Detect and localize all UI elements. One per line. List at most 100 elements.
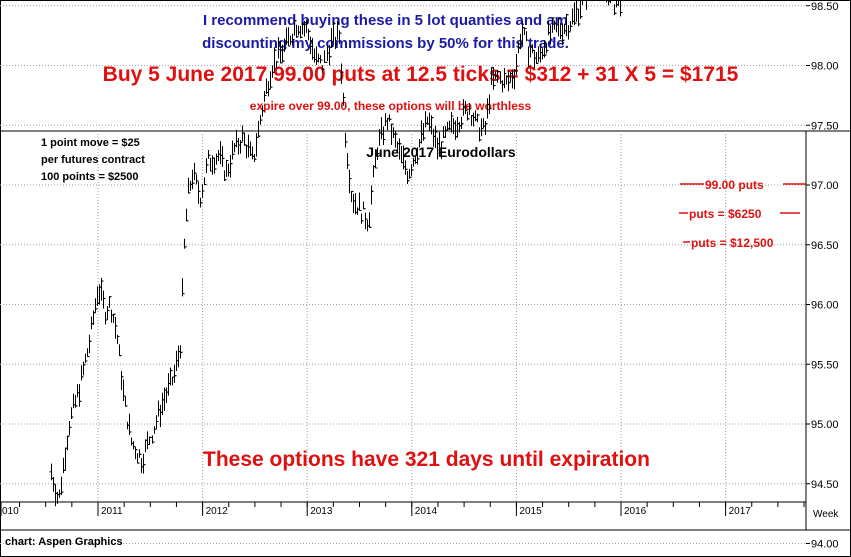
price-bar — [351, 191, 356, 214]
price-bar — [459, 116, 464, 130]
y-tick-label: 95.00 — [811, 419, 839, 431]
price-bar — [337, 22, 342, 44]
price-bar — [538, 44, 543, 63]
x-tick-label: 2016 — [624, 506, 647, 517]
price-bar — [493, 71, 498, 87]
price-bar — [87, 334, 92, 358]
price-bar — [135, 449, 140, 464]
strike-puts-label: 99.00 puts — [705, 178, 764, 192]
price-bar — [506, 70, 511, 92]
price-bar — [310, 38, 315, 60]
price-bar — [256, 120, 261, 138]
price-bar — [115, 325, 120, 344]
price-bar — [407, 168, 412, 182]
price-bar — [204, 158, 209, 186]
price-bar — [294, 20, 299, 38]
price-bar — [162, 387, 167, 411]
price-bar — [216, 149, 221, 161]
price-bar — [371, 165, 376, 192]
chart-credit: chart: Aspen Graphics — [5, 536, 123, 548]
price-bar — [469, 107, 474, 127]
price-bar — [278, 40, 283, 64]
price-bar — [194, 172, 199, 185]
price-bar — [606, 0, 607, 3]
x-tick-label: 010 — [2, 506, 19, 517]
price-bar — [318, 55, 323, 64]
price-bar — [550, 17, 555, 40]
price-bar — [166, 373, 171, 396]
price-bar — [608, 0, 613, 4]
price-bar — [451, 115, 456, 135]
price-bar — [93, 298, 98, 314]
price-bar — [471, 112, 476, 127]
price-bar — [349, 178, 354, 203]
price-bar — [339, 32, 344, 84]
price-bar — [75, 384, 80, 407]
price-bar — [329, 28, 334, 58]
price-bar — [481, 118, 486, 130]
price-bar — [516, 41, 521, 67]
price-bar — [560, 23, 565, 46]
price-bar — [196, 180, 201, 204]
price-bar — [67, 421, 72, 437]
x-tick-label: 2017 — [729, 506, 752, 517]
price-bar — [461, 99, 466, 125]
price-bar — [443, 126, 448, 138]
price-bar — [141, 453, 146, 474]
price-bar — [304, 19, 309, 33]
price-bar — [502, 68, 507, 89]
price-bar — [449, 111, 454, 133]
price-bar — [152, 426, 157, 443]
price-bar — [214, 153, 219, 170]
price-bar — [280, 44, 285, 64]
price-bar — [276, 37, 281, 63]
price-bar — [180, 278, 185, 353]
price-bar — [274, 49, 279, 69]
price-bar — [156, 400, 161, 422]
price-bar — [510, 69, 515, 89]
price-bar — [109, 296, 114, 323]
price-bar — [578, 0, 583, 25]
price-bar — [361, 201, 366, 222]
price-axis: 94.00 94.50 95.00 95.50 96.00 96.50 97.00 97.50… — [806, 1, 839, 551]
price-bar — [154, 415, 159, 430]
price-bar — [383, 113, 388, 141]
price-bar — [534, 51, 539, 64]
trade-headline: Buy 5 June 2017 99.00 puts at 12.5 ticks… — [102, 63, 739, 86]
price-bar — [131, 441, 136, 450]
price-bar — [331, 21, 336, 47]
price-bar — [224, 159, 229, 181]
price-bar — [431, 117, 436, 147]
price-bar — [242, 132, 247, 147]
price-bar — [270, 65, 275, 88]
price-bar — [49, 463, 54, 481]
price-bar — [616, 0, 619, 6]
price-bar — [320, 59, 325, 73]
price-bar — [288, 35, 293, 47]
price-bar — [518, 33, 523, 50]
put-level-annotations: 99.00 puts puts = $6250 puts = $12,500 — [679, 178, 806, 250]
price-bar — [113, 313, 118, 339]
puts-12500-label: puts = $12,500 — [691, 236, 774, 250]
price-bar — [234, 129, 239, 148]
price-bar — [188, 180, 193, 194]
x-tick-label: 2013 — [310, 506, 333, 517]
price-bar — [485, 98, 490, 125]
price-bar — [107, 296, 112, 311]
price-bar — [160, 392, 165, 415]
price-bar — [262, 91, 267, 112]
price-bar — [230, 140, 235, 165]
price-bar — [111, 313, 116, 323]
price-bar — [272, 47, 277, 73]
price-bar — [500, 80, 505, 93]
price-bar — [403, 160, 408, 175]
price-bar — [387, 114, 392, 122]
expiry-note: expire over 99.00, these options will be… — [249, 99, 532, 113]
price-bar — [260, 105, 265, 121]
price-bar — [252, 154, 257, 163]
price-bar — [546, 20, 551, 52]
price-bar — [85, 348, 90, 362]
puts-6250-label: puts = $6250 — [689, 207, 762, 221]
price-bar — [95, 286, 100, 310]
price-bar — [564, 13, 569, 37]
